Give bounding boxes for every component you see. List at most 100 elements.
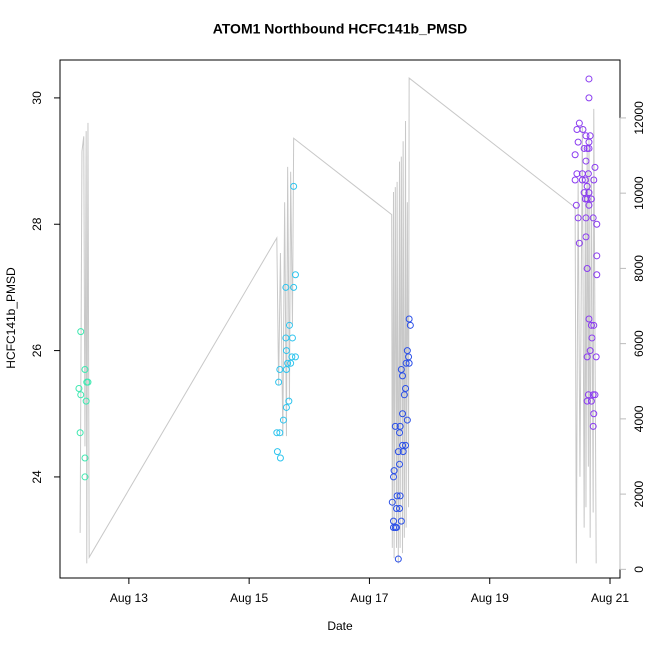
data-point [403,347,411,355]
data-point [579,125,587,133]
data-point [581,176,589,184]
data-point [593,220,601,228]
data-point [583,264,591,272]
data-point [583,182,591,190]
data-point [572,201,580,209]
data-point [585,201,593,209]
data-point [585,315,593,323]
data-point [290,283,298,291]
data-point [573,125,581,133]
data-point [291,271,299,279]
data-point [388,498,396,506]
data-point [587,195,595,203]
data-point [81,454,89,462]
data-point [571,176,579,184]
data-point [592,353,600,361]
data-point [399,410,407,418]
data-point [575,119,583,127]
y-axis-label: HCFC141b_PMSD [4,267,18,369]
data-point [573,170,581,178]
data-point [291,353,299,361]
data-point [585,75,593,83]
data-point [396,460,404,468]
data-point [276,454,284,462]
x-axis-label: Date [327,619,353,633]
data-point [583,397,591,405]
y-tick-label: 24 [30,470,44,484]
data-point [582,214,590,222]
y-tick-label: 28 [30,217,44,231]
data-point [583,144,591,152]
data-point [578,176,586,184]
data-point [394,555,402,563]
data-point [406,321,414,329]
data-point [583,195,591,203]
data-point [574,214,582,222]
data-point [584,391,592,399]
data-point [588,334,596,342]
data-point [391,422,399,430]
data-point [275,378,283,386]
data-point [394,448,402,456]
data-point [586,132,594,140]
data-point [571,151,579,159]
data-point [582,157,590,165]
data-point [589,214,597,222]
y2-tick-label: 12000 [632,101,646,135]
y2-tick-label: 4000 [632,405,646,432]
data-point [585,144,593,152]
data-point [288,353,296,361]
data-point [396,492,404,500]
y-tick-label: 30 [30,91,44,105]
data-point [589,391,597,399]
data-point [77,391,85,399]
data-point [279,416,287,424]
data-point [400,391,408,399]
data-point [389,473,397,481]
data-point [389,517,397,525]
data-point [397,517,405,525]
data-point [583,353,591,361]
y2-tick-label: 0 [632,566,646,573]
x-tick-label: Aug 21 [591,591,629,605]
data-point [582,233,590,241]
data-point [586,347,594,355]
data-point [397,366,405,374]
data-point [282,403,290,411]
data-point [288,334,296,342]
data-point [393,492,401,500]
data-point [593,271,601,279]
data-point [590,176,598,184]
y2-tick-label: 8000 [632,255,646,282]
data-point [574,138,582,146]
data-point [399,448,407,456]
data-point [396,505,404,513]
data-point [284,359,292,367]
data-point [75,384,83,392]
data-point [585,94,593,102]
data-point [393,505,401,513]
data-point [77,328,85,336]
data-point [389,523,397,531]
data-point [575,239,583,247]
plot-frame [59,59,621,579]
data-point [399,372,407,380]
data-point [405,315,413,323]
data-point [273,448,281,456]
data-point [82,397,90,405]
data-point [285,397,293,405]
data-point [402,441,410,449]
data-point [282,283,290,291]
data-point [84,378,92,386]
data-line [79,77,597,564]
y2-tick-label: 10000 [632,176,646,210]
x-tick-label: Aug 19 [471,591,509,605]
data-point [282,366,290,374]
x-tick-label: Aug 15 [230,591,268,605]
y2-tick-label: 2000 [632,480,646,507]
data-point [81,366,89,374]
data-point [590,321,598,329]
data-point [76,429,84,437]
data-point [593,252,601,260]
